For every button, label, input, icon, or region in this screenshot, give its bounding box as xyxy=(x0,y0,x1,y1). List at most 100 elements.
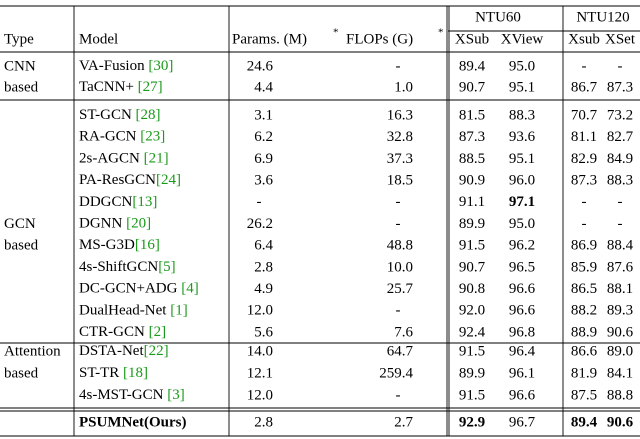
cell: 95.0 xyxy=(509,216,535,232)
model: DC-GCN+ADG [4] xyxy=(79,281,199,297)
cell: 88.1 xyxy=(607,281,633,297)
citation: [23] xyxy=(140,129,165,145)
citation: [24] xyxy=(156,173,181,189)
model-name: 4s-MST-GCN xyxy=(79,387,167,403)
cell: 96.6 xyxy=(509,303,536,319)
model-name: DGNN xyxy=(79,216,126,232)
cell: 26.2 xyxy=(247,216,273,232)
cell: 24.6 xyxy=(247,58,274,74)
header: Params. (M) xyxy=(232,31,307,47)
model: PSUMNet(Ours) xyxy=(79,414,186,430)
cell: 85.9 xyxy=(571,259,597,275)
cell: 88.5 xyxy=(459,151,485,167)
cell: 88.9 xyxy=(571,324,597,340)
group-type: GCN xyxy=(4,216,36,232)
cell: 91.5 xyxy=(459,238,485,254)
cell: 92.4 xyxy=(459,324,486,340)
cell: 96.5 xyxy=(509,259,535,275)
cell: - xyxy=(396,303,401,319)
cell: 86.9 xyxy=(571,238,597,254)
cell: - xyxy=(618,194,623,210)
model: 4s-ShiftGCN[5] xyxy=(79,259,176,275)
model: DSTA-Net[22] xyxy=(79,343,169,359)
cell: 70.7 xyxy=(571,107,598,123)
cell: 96.4 xyxy=(509,343,536,359)
cell: 93.6 xyxy=(509,129,536,145)
citation: [18] xyxy=(123,365,148,381)
cell: - xyxy=(582,216,587,232)
cell: 96.2 xyxy=(509,238,535,254)
cell: 4.9 xyxy=(254,281,273,297)
citation: [1] xyxy=(170,303,188,319)
group-type: Attention xyxy=(4,343,61,359)
cell: 89.4 xyxy=(459,58,486,74)
cell: 82.9 xyxy=(571,151,597,167)
cell: 89.0 xyxy=(607,343,633,359)
header: Model xyxy=(79,31,118,47)
cell: 87.3 xyxy=(571,173,597,189)
cell: 73.2 xyxy=(607,107,633,123)
cell: 14.0 xyxy=(247,343,273,359)
cell: 25.7 xyxy=(387,281,414,297)
cell: 12.0 xyxy=(247,387,273,403)
cell: 91.5 xyxy=(459,343,485,359)
group-type: based xyxy=(4,238,39,254)
header-marker: * xyxy=(438,27,444,39)
cell: 96.8 xyxy=(509,324,535,340)
model: MS-G3D[16] xyxy=(79,238,160,254)
header: XView xyxy=(501,31,544,47)
cell: 92.0 xyxy=(459,303,485,319)
cell: 96.6 xyxy=(509,281,536,297)
cell: 88.8 xyxy=(607,387,633,403)
cell: 16.3 xyxy=(387,107,413,123)
cell: 32.8 xyxy=(387,129,413,145)
cell: 97.1 xyxy=(509,194,535,210)
cell: 88.2 xyxy=(571,303,597,319)
cell: 88.4 xyxy=(607,238,634,254)
citation: [30] xyxy=(148,58,173,74)
cell: - xyxy=(582,58,587,74)
cell: 95.1 xyxy=(509,151,535,167)
cell: 89.4 xyxy=(571,414,598,430)
cell: 96.1 xyxy=(509,365,535,381)
citation: [28] xyxy=(136,107,161,123)
cell: - xyxy=(582,194,587,210)
cell: 89.9 xyxy=(459,216,485,232)
model: ST-GCN [28] xyxy=(79,107,161,123)
cell: 1.0 xyxy=(394,79,413,95)
header: XSet xyxy=(605,31,636,47)
cell: 90.7 xyxy=(459,259,486,275)
model-name: TaCNN+ xyxy=(79,79,138,95)
cell: 6.4 xyxy=(254,238,273,254)
model: ST-TR [18] xyxy=(79,365,148,381)
cell: 90.9 xyxy=(459,173,485,189)
citation: [4] xyxy=(181,281,199,297)
cell: 82.7 xyxy=(607,129,634,145)
cell: 6.2 xyxy=(254,129,273,145)
cell: 86.6 xyxy=(571,343,598,359)
cell: 18.5 xyxy=(387,173,413,189)
model: DGNN [20] xyxy=(79,216,151,232)
cell: 87.3 xyxy=(607,79,633,95)
citation: [20] xyxy=(126,216,151,232)
cell: 259.4 xyxy=(379,365,413,381)
cell: 81.9 xyxy=(571,365,597,381)
cell: 96.0 xyxy=(509,173,535,189)
header: NTU120 xyxy=(576,9,629,25)
citation: [22] xyxy=(144,343,169,359)
cell: 95.1 xyxy=(509,79,535,95)
model-name: CTR-GCN xyxy=(79,324,149,340)
citation: [2] xyxy=(149,324,167,340)
header: Xsub xyxy=(568,31,600,47)
cell: 86.7 xyxy=(571,79,598,95)
cell: 92.9 xyxy=(459,414,485,430)
model-name: ST-TR xyxy=(79,365,123,381)
cell: 86.5 xyxy=(571,281,597,297)
header: XSub xyxy=(455,31,489,47)
cell: 87.5 xyxy=(571,387,597,403)
cell: 3.6 xyxy=(254,173,273,189)
model: VA-Fusion [30] xyxy=(79,58,173,74)
model-name: DC-GCN+ADG xyxy=(79,281,181,297)
cell: 96.6 xyxy=(509,387,536,403)
header: FLOPs (G) xyxy=(346,31,413,47)
